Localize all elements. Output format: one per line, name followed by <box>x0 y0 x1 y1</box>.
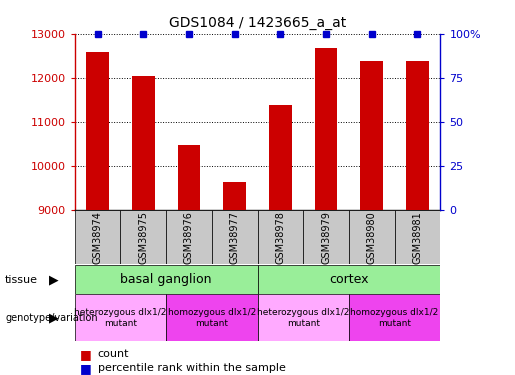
Text: ▶: ▶ <box>49 273 59 286</box>
Bar <box>75 265 258 294</box>
Bar <box>178 145 200 210</box>
Bar <box>406 61 429 210</box>
Text: basal ganglion: basal ganglion <box>121 273 212 286</box>
Bar <box>166 210 212 264</box>
Text: cortex: cortex <box>329 273 369 286</box>
Bar <box>75 210 121 264</box>
Text: GSM38974: GSM38974 <box>93 211 102 264</box>
Bar <box>258 265 440 294</box>
Text: ▶: ▶ <box>49 311 59 324</box>
Text: percentile rank within the sample: percentile rank within the sample <box>98 363 286 373</box>
Bar <box>86 52 109 210</box>
Bar <box>75 294 166 341</box>
Bar <box>132 76 154 210</box>
Bar <box>166 294 258 341</box>
Text: homozygous dlx1/2
mutant: homozygous dlx1/2 mutant <box>351 308 439 327</box>
Text: heterozygous dlx1/2
mutant: heterozygous dlx1/2 mutant <box>257 308 349 327</box>
Bar <box>315 48 337 210</box>
Bar <box>258 210 303 264</box>
Text: GSM38977: GSM38977 <box>230 211 239 264</box>
Text: ■: ■ <box>80 362 92 375</box>
Text: GSM38976: GSM38976 <box>184 211 194 264</box>
Text: GSM38981: GSM38981 <box>413 211 422 264</box>
Text: GSM38975: GSM38975 <box>138 211 148 264</box>
Bar <box>394 210 440 264</box>
Text: GSM38979: GSM38979 <box>321 211 331 264</box>
Bar <box>360 61 383 210</box>
Title: GDS1084 / 1423665_a_at: GDS1084 / 1423665_a_at <box>169 16 346 30</box>
Text: heterozygous dlx1/2
mutant: heterozygous dlx1/2 mutant <box>74 308 166 327</box>
Bar <box>269 105 292 210</box>
Text: homozygous dlx1/2
mutant: homozygous dlx1/2 mutant <box>168 308 256 327</box>
Bar <box>258 294 349 341</box>
Text: ■: ■ <box>80 348 92 361</box>
Bar <box>349 294 440 341</box>
Bar <box>223 182 246 210</box>
Text: GSM38978: GSM38978 <box>276 211 285 264</box>
Bar <box>349 210 394 264</box>
Text: count: count <box>98 350 129 359</box>
Bar <box>121 210 166 264</box>
Text: genotype/variation: genotype/variation <box>5 313 98 323</box>
Bar <box>212 210 258 264</box>
Text: tissue: tissue <box>5 275 38 285</box>
Text: GSM38980: GSM38980 <box>367 211 377 264</box>
Bar <box>303 210 349 264</box>
